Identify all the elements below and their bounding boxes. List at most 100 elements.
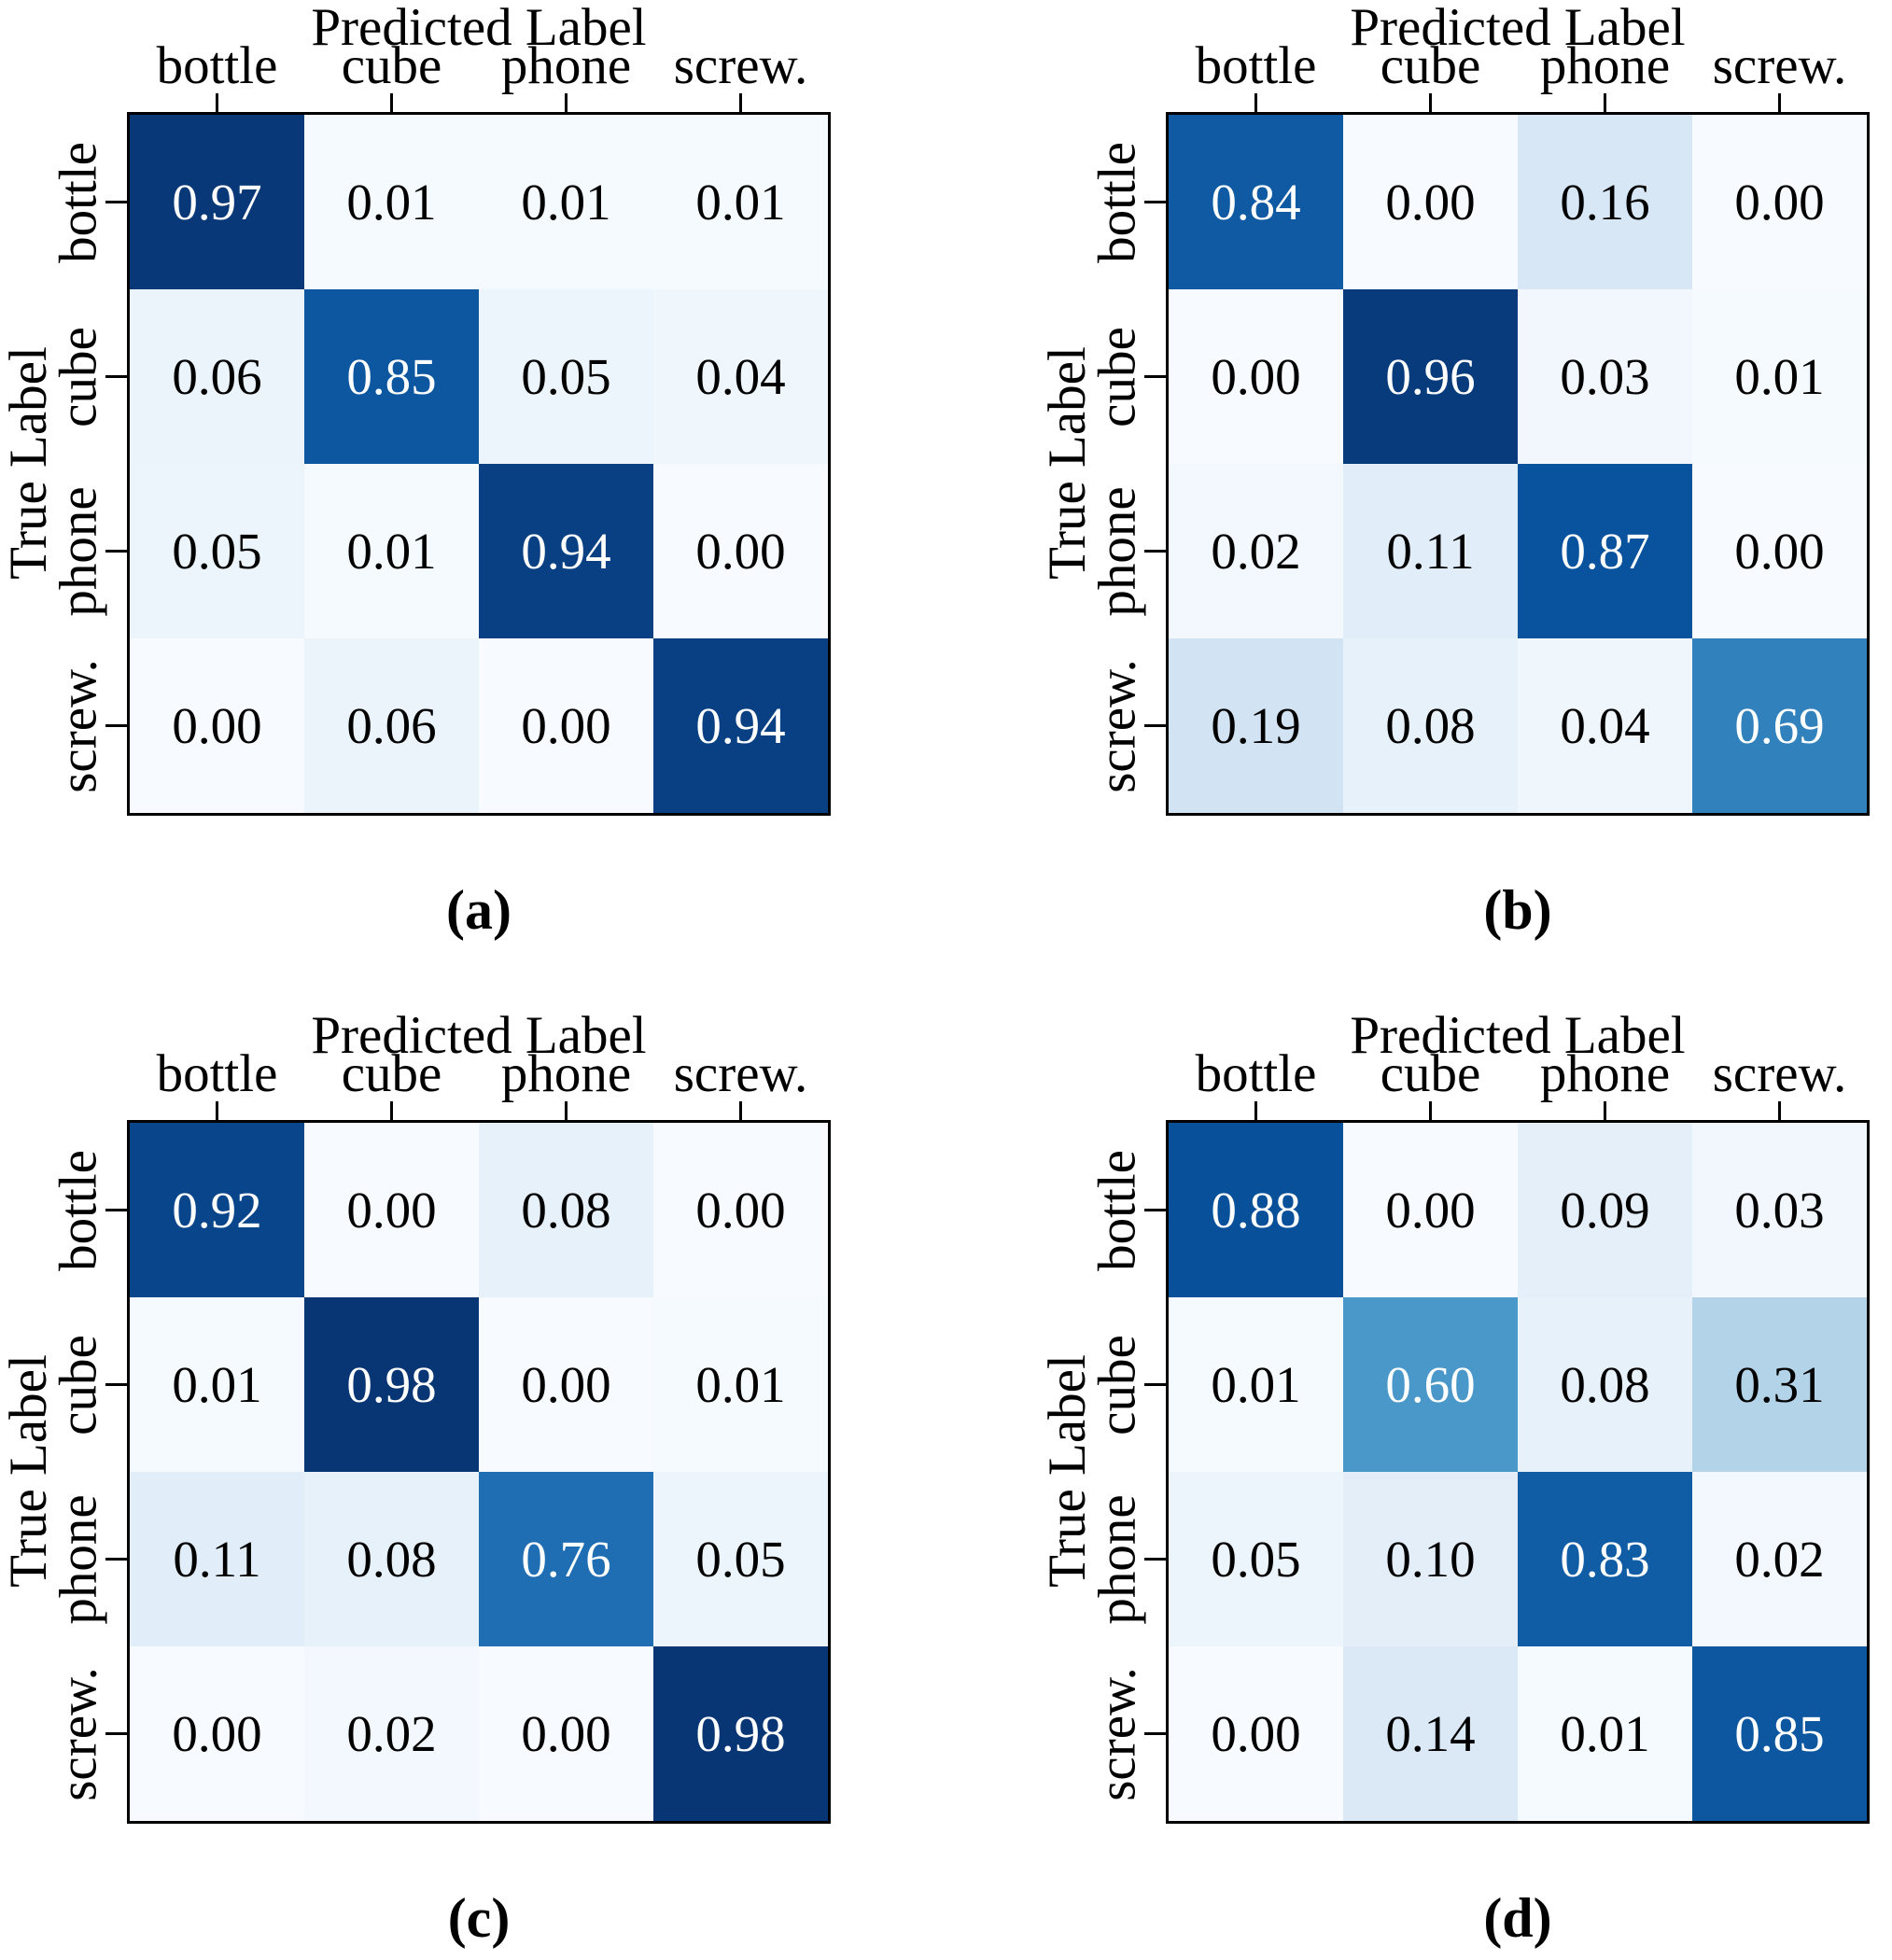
matrix-cell-screw-cube: 0.06 xyxy=(304,638,479,813)
y-axis-tick xyxy=(1144,1732,1166,1735)
matrix-cell-screw-cube: 0.14 xyxy=(1343,1646,1518,1821)
matrix-cell-bottle-screw: 0.03 xyxy=(1692,1123,1867,1297)
matrix-cell-cube-phone: 0.00 xyxy=(479,1297,653,1472)
x-axis-tick xyxy=(216,93,218,115)
y-tick-label-cube: cube xyxy=(49,1334,107,1435)
heatmap-grid: 0.88 0.00 0.09 0.03 0.01 0.60 0.08 0.31 0.05 0.10… xyxy=(1166,1120,1870,1824)
matrix-cell-screw-bottle: 0.00 xyxy=(130,1646,304,1821)
x-axis-tick xyxy=(1254,1101,1257,1123)
matrix-cell-cube-screw: 0.04 xyxy=(653,289,828,464)
x-tick-label-screw: screw. xyxy=(673,36,808,95)
x-axis-tick xyxy=(1429,1101,1432,1123)
matrix-cell-cube-cube: 0.98 xyxy=(304,1297,479,1472)
confusion-matrix-panel-c: Predicted Label True Label 0.92 0.00 0.08 0… xyxy=(0,1008,831,1960)
y-axis-tick xyxy=(1144,1383,1166,1386)
x-tick-label-cube: cube xyxy=(1380,36,1481,95)
matrix-cell-screw-cube: 0.08 xyxy=(1343,638,1518,813)
matrix-cell-cube-phone: 0.05 xyxy=(479,289,653,464)
panel-caption: (a) xyxy=(446,879,512,941)
matrix-cell-phone-bottle: 0.11 xyxy=(130,1472,304,1646)
matrix-cell-bottle-phone: 0.08 xyxy=(479,1123,653,1297)
y-axis-tick xyxy=(1144,724,1166,727)
heatmap-grid: 0.84 0.00 0.16 0.00 0.00 0.96 0.03 0.01 0.02 0.11… xyxy=(1166,112,1870,816)
matrix-cell-phone-bottle: 0.05 xyxy=(130,464,304,638)
matrix-cell-bottle-screw: 0.00 xyxy=(1692,115,1867,289)
confusion-matrix-panel-b: Predicted Label True Label 0.84 0.00 0.16 0… xyxy=(1038,0,1870,980)
x-axis-tick xyxy=(390,1101,393,1123)
x-axis-tick xyxy=(1604,1101,1606,1123)
matrix-cell-screw-phone: 0.04 xyxy=(1518,638,1692,813)
y-tick-label-phone: phone xyxy=(49,485,107,617)
matrix-cell-cube-bottle: 0.00 xyxy=(1169,289,1343,464)
x-axis-tick xyxy=(1604,93,1606,115)
x-axis-tick xyxy=(739,1101,742,1123)
y-tick-label-screw: screw. xyxy=(1087,658,1146,793)
y-tick-label-screw: screw. xyxy=(49,658,107,793)
matrix-cell-cube-cube: 0.96 xyxy=(1343,289,1518,464)
matrix-cell-cube-phone: 0.03 xyxy=(1518,289,1692,464)
panel-caption: (b) xyxy=(1483,879,1552,941)
matrix-cell-screw-screw: 0.85 xyxy=(1692,1646,1867,1821)
matrix-cell-cube-cube: 0.85 xyxy=(304,289,479,464)
matrix-cell-screw-phone: 0.00 xyxy=(479,1646,653,1821)
matrix-cell-bottle-cube: 0.00 xyxy=(1343,115,1518,289)
y-axis-tick xyxy=(105,1558,127,1561)
x-axis-tick xyxy=(1254,93,1257,115)
y-tick-label-bottle: bottle xyxy=(1087,1149,1146,1271)
confusion-matrix-panel-a: Predicted Label True Label 0.97 0.01 0.01 0… xyxy=(0,0,831,980)
y-axis-tick xyxy=(105,375,127,378)
x-axis-tick xyxy=(216,1101,218,1123)
matrix-cell-screw-screw: 0.98 xyxy=(653,1646,828,1821)
x-tick-label-phone: phone xyxy=(500,36,632,95)
matrix-cell-screw-screw: 0.94 xyxy=(653,638,828,813)
x-axis-title: Predicted Label xyxy=(311,0,647,57)
matrix-cell-cube-bottle: 0.01 xyxy=(1169,1297,1343,1472)
x-tick-label-bottle: bottle xyxy=(1195,1044,1317,1103)
y-tick-label-cube: cube xyxy=(1087,326,1146,427)
matrix-cell-bottle-cube: 0.01 xyxy=(304,115,479,289)
matrix-cell-bottle-bottle: 0.97 xyxy=(130,115,304,289)
x-tick-label-screw: screw. xyxy=(1712,36,1847,95)
y-axis-title: True Label xyxy=(1038,346,1097,580)
matrix-cell-phone-phone: 0.87 xyxy=(1518,464,1692,638)
x-tick-label-bottle: bottle xyxy=(156,36,278,95)
x-tick-label-screw: screw. xyxy=(673,1044,808,1103)
matrix-cell-screw-phone: 0.00 xyxy=(479,638,653,813)
y-axis-tick xyxy=(1144,1209,1166,1211)
y-axis-tick xyxy=(105,1383,127,1386)
x-tick-label-bottle: bottle xyxy=(1195,36,1317,95)
x-axis-tick xyxy=(390,93,393,115)
y-tick-label-bottle: bottle xyxy=(49,141,107,263)
x-tick-label-bottle: bottle xyxy=(156,1044,278,1103)
y-axis-tick xyxy=(105,201,127,203)
confusion-matrix-panel-d: Predicted Label True Label 0.88 0.00 0.09 0… xyxy=(1038,1006,1870,1960)
matrix-cell-phone-bottle: 0.05 xyxy=(1169,1472,1343,1646)
matrix-cell-screw-screw: 0.69 xyxy=(1692,638,1867,813)
matrix-cell-screw-phone: 0.01 xyxy=(1518,1646,1692,1821)
y-axis-title: True Label xyxy=(0,1354,58,1588)
y-axis-tick xyxy=(105,1209,127,1211)
matrix-cell-phone-cube: 0.10 xyxy=(1343,1472,1518,1646)
x-tick-label-phone: phone xyxy=(1539,36,1671,95)
matrix-cell-cube-screw: 0.01 xyxy=(1692,289,1867,464)
heatmap-grid: 0.97 0.01 0.01 0.01 0.06 0.85 0.05 0.04 0.05 0.01… xyxy=(127,112,831,816)
matrix-cell-cube-screw: 0.01 xyxy=(653,1297,828,1472)
matrix-cell-bottle-bottle: 0.88 xyxy=(1169,1123,1343,1297)
matrix-cell-bottle-cube: 0.00 xyxy=(1343,1123,1518,1297)
matrix-cell-phone-bottle: 0.02 xyxy=(1169,464,1343,638)
matrix-cell-cube-cube: 0.60 xyxy=(1343,1297,1518,1472)
matrix-cell-phone-screw: 0.00 xyxy=(1692,464,1867,638)
y-axis-tick xyxy=(1144,201,1166,203)
matrix-cell-phone-phone: 0.83 xyxy=(1518,1472,1692,1646)
matrix-cell-phone-cube: 0.11 xyxy=(1343,464,1518,638)
y-tick-label-screw: screw. xyxy=(49,1666,107,1801)
matrix-cell-cube-bottle: 0.06 xyxy=(130,289,304,464)
y-axis-tick xyxy=(1144,1558,1166,1561)
x-axis-title: Predicted Label xyxy=(1350,1006,1686,1065)
y-axis-tick xyxy=(105,1732,127,1735)
x-axis-tick xyxy=(1778,1101,1781,1123)
panel-caption: (c) xyxy=(447,1887,511,1949)
matrix-cell-phone-screw: 0.00 xyxy=(653,464,828,638)
x-tick-label-screw: screw. xyxy=(1712,1044,1847,1103)
